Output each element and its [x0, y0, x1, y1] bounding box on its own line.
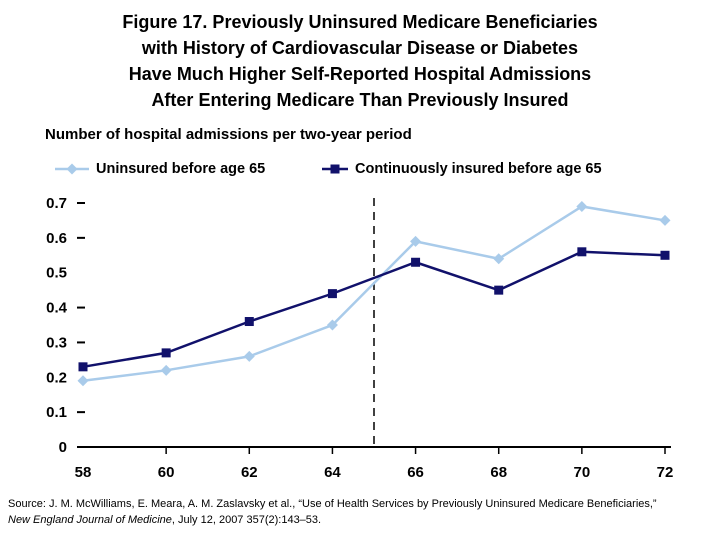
figure-title: Figure 17. Previously Uninsured Medicare…	[0, 9, 720, 113]
x-axis-tick-label: 72	[657, 464, 674, 481]
data-point-square	[411, 257, 421, 267]
source-text: Source: J. M. McWilliams, E. Meara, A. M…	[8, 498, 657, 510]
legend-item-uninsured: Uninsured before age 65	[55, 161, 265, 177]
data-point-square	[577, 247, 587, 257]
data-point-square	[327, 289, 337, 299]
y-axis-caption: Number of hospital admissions per two-ye…	[45, 126, 412, 143]
data-point-square	[78, 362, 88, 372]
figure-title-line: After Entering Medicare Than Previously …	[151, 90, 569, 110]
legend-label-insured: Continuously insured before age 65	[355, 161, 602, 177]
x-axis-tick-label: 70	[574, 464, 591, 481]
data-point-diamond	[493, 253, 505, 265]
y-axis-tick-label: 0.5	[46, 265, 67, 282]
y-axis-tick-label: 0	[59, 439, 67, 456]
y-axis-tick-label: 0.4	[46, 300, 68, 317]
data-point-diamond	[243, 350, 255, 362]
data-point-diamond	[576, 200, 588, 212]
y-axis-tick-label: 0.3	[46, 334, 67, 351]
x-axis-tick-label: 66	[407, 464, 424, 481]
data-point-diamond	[410, 235, 422, 247]
legend-item-insured: Continuously insured before age 65	[322, 161, 602, 177]
x-axis-tick-label: 68	[490, 464, 507, 481]
data-point-diamond	[659, 214, 671, 226]
y-axis-tick-label: 0.2	[46, 369, 67, 386]
x-axis-tick-label: 58	[75, 464, 92, 481]
data-point-square	[494, 285, 504, 295]
figure-title-line: Have Much Higher Self-Reported Hospital …	[128, 64, 592, 84]
source-citation-suffix: , July 12, 2007 357(2):143–53.	[171, 514, 322, 526]
x-axis-tick-label: 64	[324, 464, 341, 481]
figure-title-line: Figure 17. Previously Uninsured Medicare…	[122, 12, 598, 32]
y-axis-tick-label: 0.6	[46, 230, 67, 247]
legend-label-uninsured: Uninsured before age 65	[96, 161, 266, 177]
data-point-diamond	[326, 319, 338, 331]
data-point-square	[244, 317, 254, 327]
y-axis-tick-label: 0.1	[46, 404, 67, 421]
data-point-square	[161, 348, 171, 358]
y-axis-tick-label: 0.7	[46, 195, 67, 212]
figure-title-line: with History of Cardiovascular Disease o…	[141, 38, 579, 58]
source-note: Source: J. M. McWilliams, E. Meara, A. M…	[8, 496, 663, 528]
data-point-diamond	[77, 375, 89, 387]
data-point-square	[660, 250, 670, 260]
x-axis-tick-label: 62	[241, 464, 258, 481]
x-axis-tick-label: 60	[158, 464, 175, 481]
insured-series-marker-icon	[322, 164, 348, 174]
uninsured-series-marker-icon	[55, 163, 89, 175]
source-journal-name: New England Journal of Medicine	[8, 514, 172, 526]
data-point-diamond	[160, 364, 172, 376]
series-line-insured	[82, 250, 666, 369]
series-line-uninsured	[82, 205, 666, 383]
